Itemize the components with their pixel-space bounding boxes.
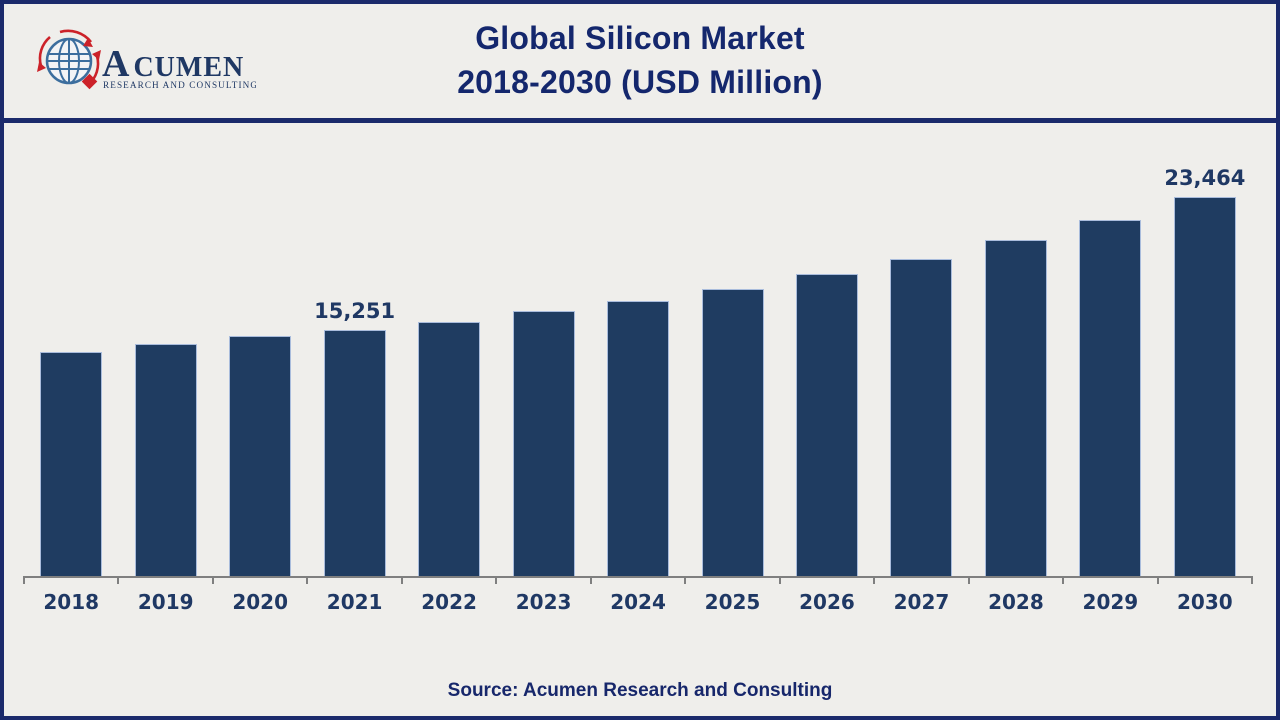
axis-tick bbox=[495, 576, 498, 584]
bar-2025 bbox=[701, 289, 764, 576]
x-tick-label-2018: 2018 bbox=[43, 590, 100, 614]
axis-tick bbox=[117, 576, 120, 584]
axis-tick bbox=[306, 576, 309, 584]
bar-chart: 15,251 23,464 2018 2019 2020 2021 2022 2023 202… bbox=[4, 123, 1276, 680]
bar-2021 bbox=[323, 329, 386, 576]
axis-tick bbox=[23, 576, 25, 584]
x-tick-label-2025: 2025 bbox=[704, 590, 761, 614]
globe-icon bbox=[45, 37, 93, 85]
axis-tick bbox=[684, 576, 687, 584]
bar-2018 bbox=[40, 351, 103, 576]
x-tick-label-2024: 2024 bbox=[610, 590, 666, 614]
bar-2028 bbox=[984, 240, 1047, 576]
chart-title-line2: 2018-2030 (USD Million) bbox=[457, 64, 823, 100]
bar-slot-2018 bbox=[24, 138, 118, 576]
axis-tick bbox=[778, 576, 781, 584]
x-tick-label-2028: 2028 bbox=[988, 590, 1044, 614]
bar-2019 bbox=[134, 343, 197, 576]
data-label-2021: 15,251 bbox=[314, 298, 396, 323]
logo-tagline: RESEARCH AND CONSULTING bbox=[103, 80, 256, 90]
bar-2024 bbox=[607, 300, 670, 576]
bar-slot-2023 bbox=[496, 138, 590, 576]
bar-slot-2021: 15,251 bbox=[307, 138, 401, 576]
bar-2029 bbox=[1079, 220, 1142, 576]
axis-tick bbox=[1156, 576, 1159, 584]
axis-tick bbox=[1062, 576, 1065, 584]
logo-diamond bbox=[81, 73, 98, 90]
bar-2026 bbox=[795, 274, 858, 576]
axis-tick bbox=[967, 576, 970, 584]
bar-2023 bbox=[512, 310, 575, 576]
source-note: Source: Acumen Research and Consulting bbox=[447, 680, 833, 701]
bar-2022 bbox=[418, 322, 481, 576]
bar-slot-2027 bbox=[874, 138, 968, 576]
x-tick-label-2026: 2026 bbox=[799, 590, 855, 614]
axis-tick bbox=[1251, 576, 1253, 584]
bar-slot-2024 bbox=[591, 138, 685, 576]
bar-slot-2029 bbox=[1063, 138, 1157, 576]
x-axis-labels: 2018 2019 2020 2021 2022 2023 2024 2025 2026 2027… bbox=[24, 590, 1252, 614]
header: A CUMEN RESEARCH AND CONSULTING Global S… bbox=[4, 4, 1276, 118]
bar-2027 bbox=[890, 258, 953, 576]
bar-slot-2028 bbox=[969, 138, 1063, 576]
data-label-2030: 23,464 bbox=[1164, 166, 1246, 190]
bar-slot-2026 bbox=[780, 138, 874, 576]
logo-brand-text: A CUMEN bbox=[102, 43, 244, 85]
acumen-logo: A CUMEN RESEARCH AND CONSULTING bbox=[37, 29, 256, 90]
axis-tick bbox=[211, 576, 214, 584]
orbit-arrowheads bbox=[37, 38, 101, 72]
bar-slot-2030: 23,464 bbox=[1158, 138, 1252, 576]
x-tick-label-2027: 2027 bbox=[893, 590, 950, 614]
bar-slot-2019 bbox=[118, 138, 212, 576]
axis-tick bbox=[400, 576, 403, 584]
x-tick-label-2022: 2022 bbox=[421, 590, 477, 614]
axis-tick bbox=[873, 576, 876, 584]
bar-slot-2025 bbox=[685, 138, 779, 576]
bar-slot-2022 bbox=[402, 138, 496, 576]
chart-title: Global Silicon Market 2018-2030 (USD Mil… bbox=[4, 16, 1276, 104]
plot-area: 15,251 23,464 bbox=[23, 138, 1253, 584]
x-tick-label-2030: 2030 bbox=[1177, 590, 1233, 614]
x-tick-label-2019: 2019 bbox=[137, 590, 194, 614]
x-tick-label-2023: 2023 bbox=[515, 590, 572, 614]
bar-2030 bbox=[1173, 197, 1236, 576]
x-tick-label-2020: 2020 bbox=[232, 590, 288, 614]
x-tick-label-2029: 2029 bbox=[1082, 590, 1139, 614]
bar-slot-2020 bbox=[213, 138, 307, 576]
axis-tick bbox=[589, 576, 592, 584]
header-divider bbox=[4, 118, 1276, 123]
chart-title-line1: Global Silicon Market bbox=[475, 20, 805, 56]
x-tick-label-2021: 2021 bbox=[326, 590, 383, 614]
bar-2020 bbox=[229, 335, 292, 576]
